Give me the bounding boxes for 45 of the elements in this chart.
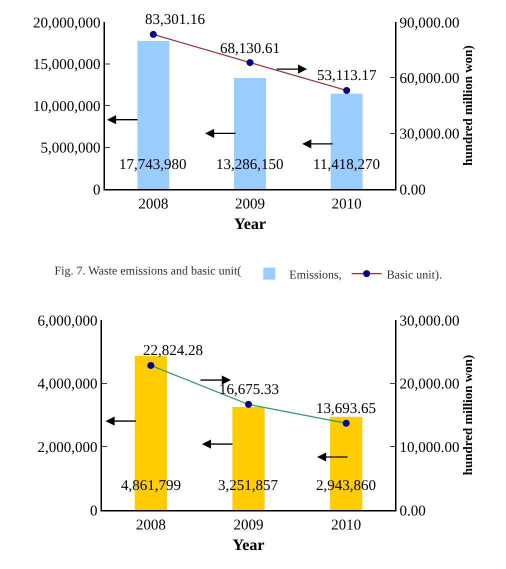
x-tick-label: 2009	[234, 518, 264, 534]
y2-tick-label: 90,000.00	[400, 15, 460, 32]
y-tick-label: 0	[90, 503, 98, 520]
y2-tick-label: 30,000.00	[400, 126, 460, 143]
y2-axis-title: hundred million won)	[460, 45, 475, 166]
x-tick-label: 2010	[332, 196, 362, 212]
point	[245, 400, 252, 408]
y-tick-label: 10,000,000	[33, 98, 100, 115]
y2-tick-label: 0.00	[400, 503, 426, 520]
y-tick-label: 15,000,000	[33, 57, 100, 73]
data-label: 13,693.65	[316, 401, 376, 417]
y-tick-label: 6,000,000	[38, 313, 98, 330]
data-label: 13,286,150	[216, 157, 284, 173]
legend-label: Emissions,	[289, 267, 342, 282]
y2-tick-label: 0.00	[400, 182, 426, 198]
y2-tick-label: 30,000.00	[400, 313, 460, 330]
point	[246, 59, 254, 66]
data-label: 22,824.28	[143, 343, 203, 359]
x-axis-title: Year	[234, 216, 266, 233]
point	[342, 420, 350, 427]
point	[343, 86, 350, 94]
legend-label: Basic unit).	[386, 267, 442, 282]
y2-axis-title: hundred million won)	[460, 354, 475, 476]
y2-tick-label: 60,000.00	[400, 70, 460, 87]
x-tick-label: 2009	[235, 196, 265, 212]
point	[150, 30, 157, 38]
y-tick-label: 4,000,000	[38, 376, 98, 393]
data-label: 83,301.16	[145, 12, 206, 28]
data-label: 17,743,980	[119, 157, 186, 173]
y-tick-label: 5,000,000	[40, 140, 100, 156]
legend-title: Fig. 7. Waste emissions and basic unit(	[54, 264, 242, 278]
x-axis-title: Year	[232, 536, 264, 554]
y-tick-label: 0	[93, 182, 100, 198]
y-tick-label: 20,000,000	[33, 15, 100, 32]
point	[147, 362, 154, 369]
data-label: 16,675.33	[219, 382, 279, 398]
x-tick-label: 2008	[138, 196, 168, 212]
x-tick-label: 2010	[331, 518, 362, 534]
x-tick-label: 2008	[136, 518, 166, 534]
y2-tick-label: 20,000.00	[400, 376, 460, 393]
y-tick-label: 2,000,000	[38, 440, 98, 456]
data-label: 53,113.17	[317, 68, 377, 84]
data-label: 11,418,270	[313, 157, 380, 173]
y2-tick-label: 10,000.00	[400, 440, 460, 456]
data-label: 68,130.61	[220, 41, 280, 57]
